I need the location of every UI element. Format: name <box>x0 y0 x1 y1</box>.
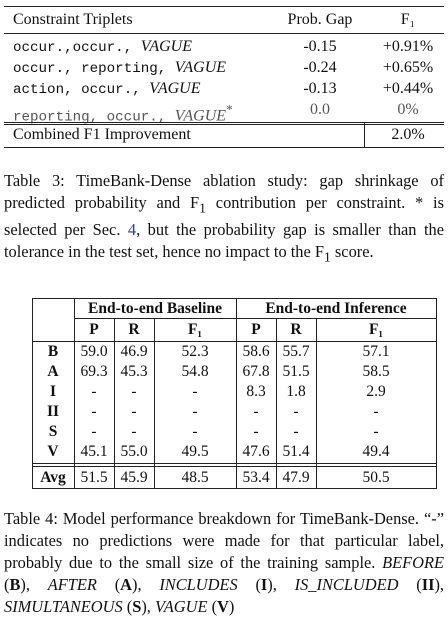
table4-row-cell: 1.8 <box>286 383 306 400</box>
table4-row-cell: - <box>91 423 97 440</box>
table3-top-rule <box>4 6 444 8</box>
table4-row-cell: 45.3 <box>120 363 148 380</box>
table4-row-cell: - <box>373 423 379 440</box>
label-name: AFTER <box>47 575 97 594</box>
table4-row-cell: 59.0 <box>80 343 108 360</box>
table4-row-label: A <box>47 363 59 380</box>
table4-row-label: S <box>48 423 58 440</box>
table4-row-cell: - <box>293 403 299 420</box>
table4-row-cell: - <box>192 423 198 440</box>
label-name: INCLUDES <box>159 575 238 594</box>
section-ref-link[interactable]: 4 <box>127 220 137 240</box>
table3-bottom-rule <box>4 147 444 149</box>
table4-row-cell: - <box>91 383 97 400</box>
table4-row-cell: 46.9 <box>120 343 148 360</box>
table4-col-header: R <box>128 321 140 338</box>
label-name: VAGUE <box>155 597 208 616</box>
table4-col-header: F₁ <box>187 321 203 338</box>
table4-row-cell: - <box>192 403 198 420</box>
table4-group-baseline: End-to-end Baseline <box>88 300 222 317</box>
table4-row-cell: 2.9 <box>366 383 386 400</box>
table4-row-cell: 55.0 <box>120 443 148 460</box>
table4-row-cell: 49.4 <box>362 443 390 460</box>
table4-row-cell: - <box>131 383 137 400</box>
label-abbr: A <box>120 575 132 594</box>
table4-avg-row-cell: 45.9 <box>120 469 148 486</box>
table4-avg-row-cell: 50.5 <box>362 469 390 486</box>
table4-avg-row-cell: 48.5 <box>181 469 209 486</box>
table4-avg-row-cell: 51.5 <box>80 469 108 486</box>
table4-row-cell: - <box>131 423 137 440</box>
table4-group-inference: End-to-end Inference <box>265 300 407 317</box>
table4-row-label: II <box>46 403 60 420</box>
table4-row-cell: 54.8 <box>181 363 209 380</box>
table4-row-cell: 69.3 <box>80 363 108 380</box>
table3-header: Constraint Triplets Prob. Gap F₁ <box>13 10 438 30</box>
table3-caption: Table 3: TimeBank-Dense ablation study: … <box>4 171 444 265</box>
label-legend: BEFORE (B), AFTER (A), INCLUDES (I), IS_… <box>4 553 445 616</box>
table4-row-cell: - <box>192 383 198 400</box>
table4-row-cell: 47.6 <box>242 443 270 460</box>
table4-col-header: R <box>290 321 302 338</box>
table4-row-cell: 58.5 <box>362 363 390 380</box>
table4-col-header: P <box>89 321 99 338</box>
table4-row-cell: 67.8 <box>242 363 270 380</box>
table3-combined-rule <box>4 122 444 123</box>
table3-combined-value: 2.0% <box>391 126 425 143</box>
table4-col-header: P <box>251 321 261 338</box>
table4-avg-row-cell: 53.4 <box>242 469 270 486</box>
table4-row-cell: - <box>131 403 137 420</box>
table4-row-cell: 55.7 <box>282 343 310 360</box>
table4-row-label: I <box>49 383 57 400</box>
table3-header-f1: F₁ <box>400 11 416 28</box>
table4-row-label: V <box>47 443 59 460</box>
table3-header-gap: Prob. Gap <box>287 11 353 28</box>
table4-row-cell: - <box>91 403 97 420</box>
table4-row-cell: 57.1 <box>362 343 390 360</box>
table4-col-header: F₁ <box>368 321 384 338</box>
table4-row-cell: 52.3 <box>181 343 209 360</box>
table4-row-cell: 51.5 <box>282 363 310 380</box>
table4-row-cell: - <box>253 403 259 420</box>
table3-combined-label: Combined F1 Improvement <box>13 126 191 143</box>
table3-header-rule <box>4 33 444 34</box>
label-abbr: I <box>260 575 268 594</box>
label-name: IS_INCLUDED <box>294 575 399 594</box>
table3-row: action, occur., VAGUE -0.13 +0.44% <box>13 80 434 98</box>
label-abbr: B <box>9 575 21 594</box>
table4-row-cell: 51.4 <box>282 443 310 460</box>
table3-header-triplets: Constraint Triplets <box>13 11 133 28</box>
table4-avg-row-label: Avg <box>40 469 66 486</box>
label-abbr: II <box>421 575 435 594</box>
table4-row-cell: 58.6 <box>242 343 270 360</box>
table3-row: occur., reporting, VAGUE -0.24 +0.65% <box>13 59 434 77</box>
label-name: BEFORE <box>382 553 444 572</box>
table4-row-cell: - <box>293 423 299 440</box>
table4-row-cell: 49.5 <box>181 443 209 460</box>
label-abbr: V <box>217 597 229 616</box>
table3-combined-row: Combined F1 Improvement 2.0% <box>13 125 438 145</box>
table4-row-cell: 8.3 <box>246 383 266 400</box>
table4-row-label: B <box>47 343 59 360</box>
table4-caption: Table 4: Model performance breakdown for… <box>4 509 445 616</box>
label-name: SIMULTANEOUS <box>4 597 123 616</box>
table4-row-cell: 45.1 <box>80 443 108 460</box>
label-abbr: S <box>132 597 142 616</box>
table4-row-cell: - <box>253 423 259 440</box>
table4-row-cell: - <box>373 403 379 420</box>
table3-row: reporting, occur., VAGUE* 0.0 0% <box>13 101 419 126</box>
table4-avg-row-cell: 47.9 <box>282 469 310 486</box>
table3-row: occur.,occur., VAGUE -0.15 +0.91% <box>13 38 434 56</box>
table4: End-to-end Baseline End-to-end Inference… <box>32 298 437 489</box>
